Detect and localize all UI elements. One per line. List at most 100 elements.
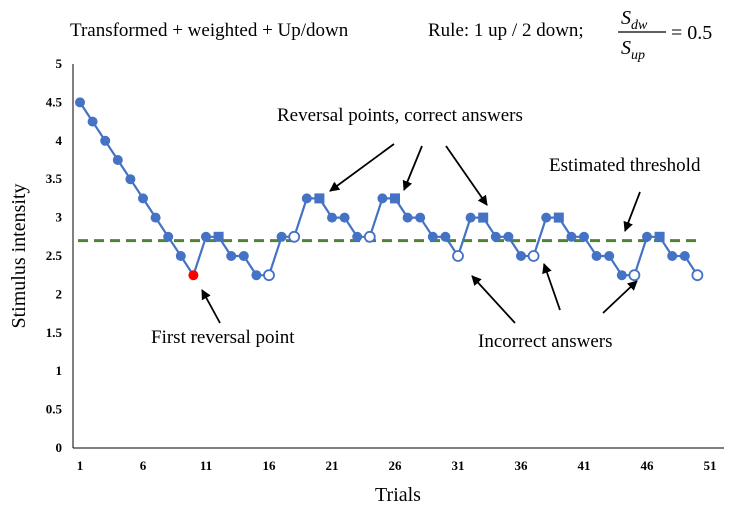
x-tick-label: 16 (263, 458, 277, 473)
data-point (150, 212, 161, 223)
data-point (440, 231, 451, 242)
x-tick-label: 1 (77, 458, 84, 473)
data-point (415, 212, 426, 223)
arrow-incorrect-3 (602, 280, 638, 314)
data-point (490, 231, 501, 242)
x-tick-labels: 1 6 11 16 21 26 31 36 41 46 51 (77, 458, 717, 473)
y-tick-label: 3 (56, 210, 63, 225)
data-point (516, 251, 526, 261)
rule-label: Rule: 1 up / 2 down; (428, 20, 584, 41)
incorrect-answer-point (628, 269, 641, 282)
svg-text:Sdw: Sdw (621, 7, 648, 33)
y-tick-label: 4 (56, 133, 63, 148)
data-point (503, 231, 514, 242)
svg-text:Sup: Sup (621, 37, 645, 63)
data-point (616, 270, 627, 281)
x-tick-label: 21 (326, 458, 339, 473)
y-tick-label: 0 (56, 440, 63, 455)
incorrect-answer-point (452, 250, 464, 262)
arrow-reversal-3 (445, 145, 488, 206)
data-point (226, 251, 237, 261)
data-point (125, 174, 136, 185)
data-point (566, 231, 577, 242)
y-axis-title: Stimulus intensity (8, 183, 30, 328)
data-point (679, 251, 690, 261)
data-point (327, 212, 337, 223)
data-point (591, 251, 602, 261)
data-point (138, 193, 148, 204)
incorrect-answer-point (363, 230, 376, 243)
x-axis-title: Trials (375, 484, 421, 506)
reversal-correct-point (553, 212, 564, 223)
data-point (465, 212, 476, 223)
data-point (377, 193, 388, 204)
data-point (100, 135, 111, 146)
ratio-numerator: S (621, 7, 631, 29)
data-point (87, 116, 98, 127)
reversal-correct-point (654, 231, 665, 242)
data-point (301, 193, 312, 204)
data-point (642, 231, 652, 242)
first-reversal-point (188, 270, 199, 281)
x-tick-label: 41 (578, 458, 591, 473)
data-point (579, 231, 589, 242)
ratio-value: = 0.5 (671, 22, 712, 44)
data-point (251, 270, 262, 281)
x-tick-label: 31 (452, 458, 465, 473)
y-tick-label: 1 (56, 363, 63, 378)
annotation-first-reversal: First reversal point (151, 327, 295, 348)
data-point (541, 212, 552, 223)
data-point (112, 155, 123, 165)
series-points (75, 97, 704, 282)
ratio-denominator: S (621, 37, 631, 59)
data-point (339, 212, 350, 223)
annotation-incorrect: Incorrect answers (478, 331, 613, 352)
incorrect-answer-point (288, 230, 301, 243)
data-point (604, 251, 615, 261)
arrow-reversal-2 (402, 145, 423, 191)
data-point (276, 231, 287, 242)
data-point (238, 251, 249, 261)
ratio-formula: Sdw Sup = 0.5 (618, 7, 712, 63)
x-tick-label: 36 (515, 458, 529, 473)
y-tick-labels: 0 0.5 1 1.5 2 2.5 3 3.5 4 4.5 5 (46, 56, 63, 455)
data-point (352, 231, 363, 242)
incorrect-answer-point (263, 269, 275, 282)
data-point (175, 251, 186, 261)
y-tick-label: 1.5 (46, 325, 63, 340)
y-tick-label: 2.5 (46, 248, 63, 263)
y-tick-label: 4.5 (46, 94, 63, 109)
arrow-reversal-1 (329, 143, 395, 192)
x-tick-label: 11 (200, 458, 212, 473)
annotation-arrows (201, 143, 641, 324)
incorrect-answer-point (527, 250, 540, 262)
y-tick-label: 2 (56, 286, 63, 301)
annotation-reversal-correct: Reversal points, correct answers (277, 105, 523, 126)
x-tick-label: 6 (140, 458, 147, 473)
x-tick-label: 46 (641, 458, 655, 473)
annotation-estimated-threshold: Estimated threshold (549, 155, 701, 176)
data-point (163, 231, 174, 242)
y-tick-label: 5 (56, 56, 63, 71)
x-tick-label: 51 (704, 458, 717, 473)
data-point (667, 251, 678, 261)
y-tick-label: 0.5 (46, 402, 63, 417)
ratio-denominator-sub: up (631, 48, 645, 63)
ratio-numerator-sub: dw (631, 18, 648, 33)
reversal-correct-point (314, 193, 325, 204)
arrow-first-reversal (201, 289, 221, 324)
incorrect-answer-point (691, 269, 704, 282)
y-tick-label: 3.5 (46, 171, 63, 186)
reversal-correct-point (390, 193, 400, 204)
data-point (427, 231, 438, 242)
series-line (79, 101, 699, 278)
data-point (201, 231, 211, 242)
reversal-correct-point (213, 231, 224, 242)
data-point (75, 97, 85, 108)
x-tick-label: 26 (389, 458, 403, 473)
arrow-threshold (623, 191, 641, 232)
reversal-correct-point (478, 212, 489, 223)
arrow-incorrect-2 (542, 263, 561, 311)
data-point (402, 212, 413, 223)
